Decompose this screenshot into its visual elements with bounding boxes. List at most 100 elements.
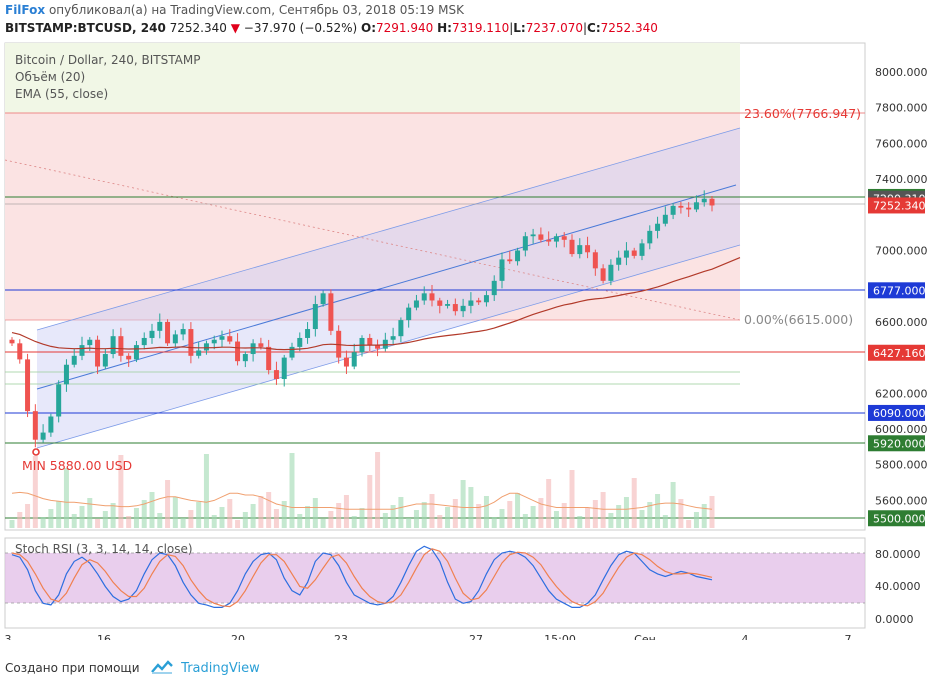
- candle-body: [701, 198, 707, 203]
- stoch-label: Stoch RSI (3, 3, 14, 14, close): [15, 542, 193, 556]
- volume-bar: [266, 492, 272, 528]
- volume-bar: [110, 503, 116, 528]
- tradingview-link[interactable]: TradingView: [181, 661, 260, 676]
- price-tags: 7300.0007290.3107252.3406777.0006427.160…: [868, 188, 926, 527]
- candle-body: [561, 236, 567, 240]
- time-tick-label: Сен: [634, 633, 656, 640]
- candle-body: [297, 337, 303, 347]
- candle-body: [608, 264, 614, 281]
- low-label: L:: [513, 21, 526, 35]
- candle-body: [250, 343, 256, 355]
- candle-body: [530, 234, 536, 237]
- price-tick-label: 5800.000: [875, 459, 928, 472]
- price-tag-label: 6090.000: [873, 407, 926, 420]
- candle-body: [118, 336, 124, 356]
- volume-bar: [569, 470, 575, 528]
- candle-body: [522, 236, 528, 251]
- volume-bar: [445, 507, 451, 528]
- price-tick-label: 6600.000: [875, 316, 928, 329]
- volume-bar: [577, 516, 583, 528]
- candle-body: [491, 280, 497, 296]
- candle-body: [515, 250, 521, 262]
- candle-body: [188, 329, 194, 356]
- volume-bar: [429, 494, 435, 528]
- volume-bar: [17, 512, 23, 528]
- candle-body: [413, 300, 419, 308]
- candle-body: [95, 339, 101, 367]
- channel-mid: [36, 184, 737, 390]
- candle-body: [483, 295, 489, 303]
- high-value: 7319.110: [451, 21, 510, 35]
- volume-bar: [709, 496, 715, 528]
- price-axis[interactable]: 8000.000 7800.000 7600.000 7400.000 7000.000…: [875, 66, 928, 507]
- volume-bar: [538, 498, 544, 528]
- volume-bar: [235, 520, 241, 528]
- volume-bar: [180, 518, 186, 528]
- chart-area[interactable]: 23.60%(7766.947) 0.00%(6615.000) MIN 588…: [0, 0, 939, 640]
- candle-body: [460, 305, 466, 312]
- price-tag: [868, 404, 925, 421]
- stoch-tick-80: 80.0000: [875, 548, 921, 561]
- symbol-label: BITSTAMP:BTCUSD, 240: [5, 21, 166, 35]
- candle-body: [375, 345, 381, 349]
- candle-body: [71, 355, 77, 365]
- volume-bar: [289, 453, 295, 528]
- volume-bar: [631, 478, 637, 528]
- legend-title: Bitcoin / Dollar, 240, BITSTAMP: [15, 53, 200, 67]
- price-tag: [868, 282, 925, 299]
- volume-bar: [312, 498, 318, 528]
- candle-body: [616, 257, 622, 265]
- time-axis[interactable]: 3 16 20 23 27 15:00 Сен 4 7: [5, 633, 852, 640]
- min-label: MIN 5880.00 USD: [22, 458, 132, 473]
- price-tick-label: 5600.000: [875, 494, 928, 507]
- stoch-tick-0: 0.0000: [875, 613, 914, 626]
- volume-bar: [515, 493, 521, 528]
- volume-bar: [413, 510, 419, 528]
- candle-body: [149, 330, 155, 338]
- volume-bar: [359, 508, 365, 528]
- volume-bar: [522, 514, 528, 528]
- candle-body: [258, 343, 264, 347]
- candle-body: [421, 293, 427, 301]
- author-link[interactable]: FilFox: [5, 3, 46, 17]
- candle-body: [40, 432, 46, 440]
- candles: [9, 190, 715, 448]
- time-tick-label: 23: [334, 633, 348, 640]
- close-value: 7252.340: [600, 21, 658, 35]
- candle-body: [180, 329, 186, 335]
- stoch-d-line: [11, 548, 713, 608]
- volume-bar: [343, 495, 349, 528]
- stoch-tick-40: 40.0000: [875, 580, 921, 593]
- price-tick-label: 7400.000: [875, 173, 928, 186]
- candle-body: [390, 336, 396, 340]
- volume-bar: [79, 506, 85, 528]
- volume-bar: [553, 511, 559, 528]
- candle-body: [320, 293, 326, 305]
- volume-bar: [258, 496, 264, 528]
- price-tag: [868, 344, 925, 361]
- stoch-band: [5, 553, 865, 603]
- price-tick-label: 7600.000: [875, 137, 928, 150]
- volume-bar: [421, 502, 427, 528]
- candle-body: [48, 416, 54, 433]
- volume-bar: [530, 506, 536, 528]
- volume-bar: [196, 502, 202, 528]
- candle-body: [266, 346, 272, 371]
- time-tick-label: 7: [845, 633, 852, 640]
- candle-body: [328, 293, 334, 331]
- volume-bar: [118, 455, 124, 528]
- volume-bar: [499, 509, 505, 528]
- volume-bar: [406, 518, 412, 528]
- candle-body: [203, 343, 209, 351]
- candle-body: [157, 321, 163, 331]
- volume-bar: [592, 500, 598, 528]
- candle-body: [351, 352, 357, 367]
- volume-bar: [281, 501, 287, 528]
- candle-body: [79, 345, 85, 356]
- volume-bar: [242, 512, 248, 528]
- time-tick-label: 16: [97, 633, 111, 640]
- candle-body: [538, 234, 544, 240]
- volume-bar: [670, 482, 676, 528]
- volume-bar: [149, 492, 155, 528]
- candle-body: [102, 354, 108, 367]
